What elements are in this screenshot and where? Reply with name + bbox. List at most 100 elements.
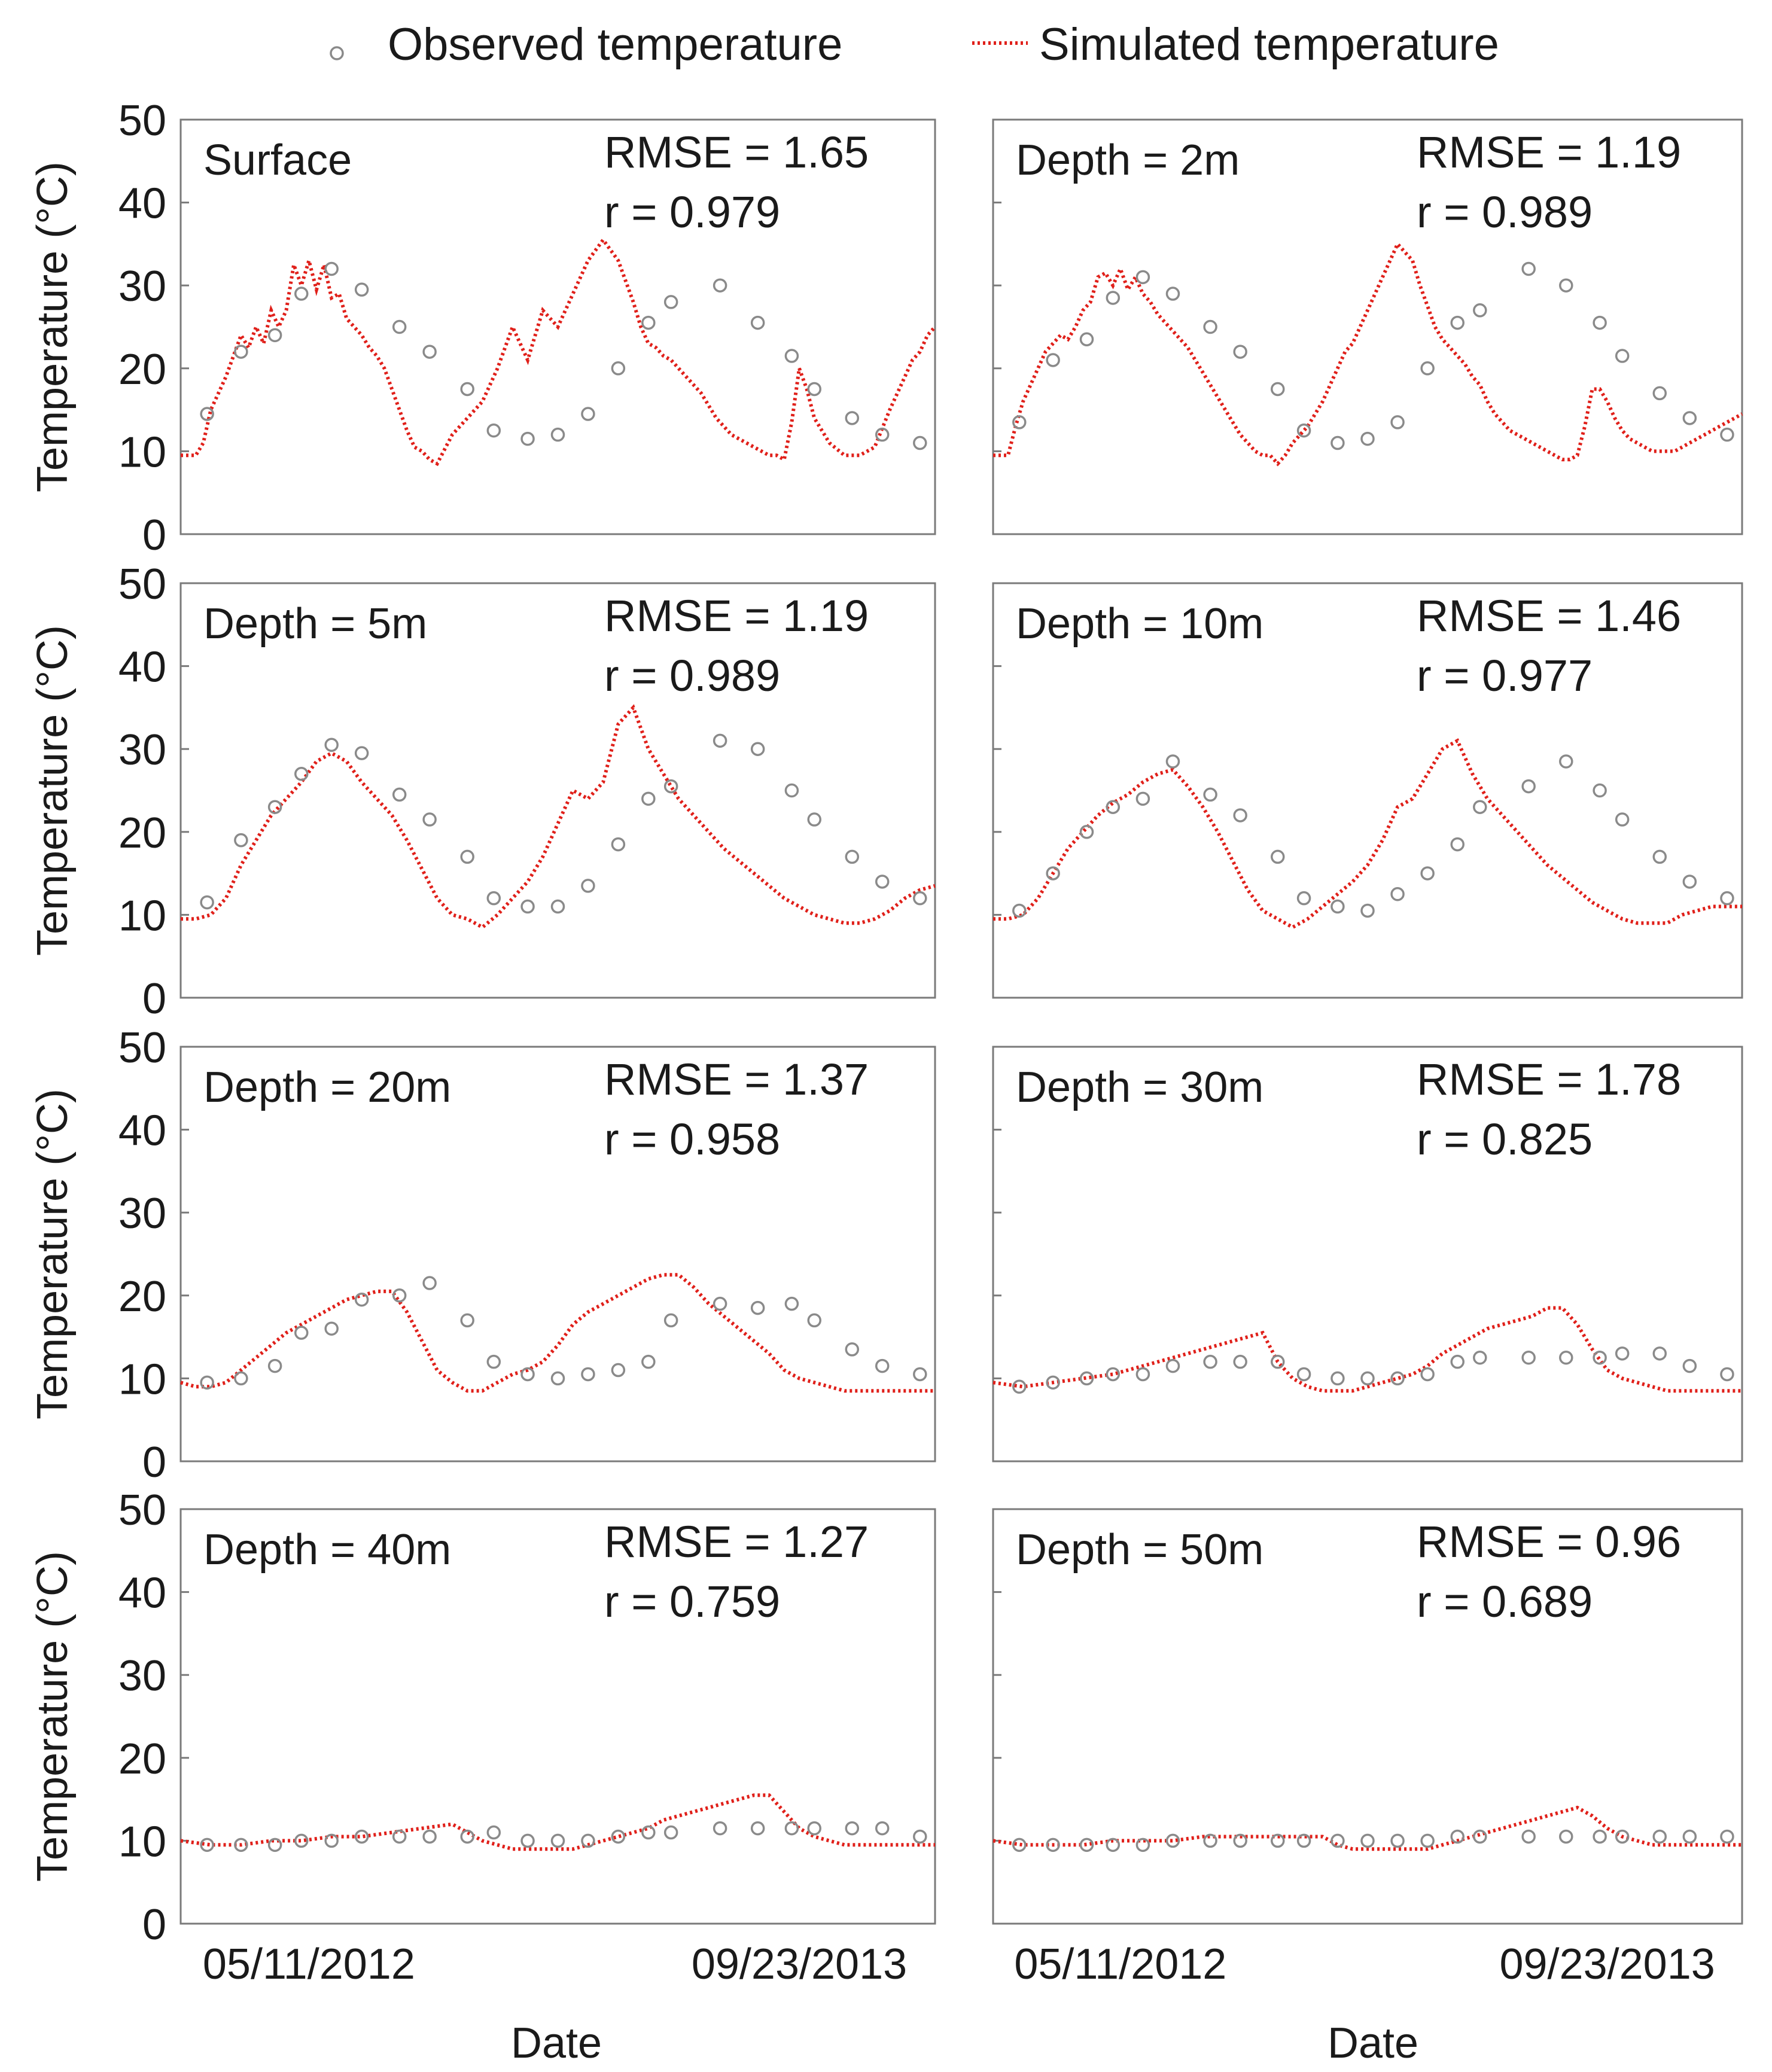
observed-point — [1390, 415, 1405, 429]
observed-point — [1106, 1367, 1121, 1382]
observed-point — [354, 1292, 369, 1307]
observed-point — [1390, 1833, 1405, 1848]
observed-point — [486, 1354, 501, 1369]
observed-point — [486, 1825, 501, 1840]
observed-point — [713, 1296, 727, 1311]
observed-point — [1390, 1371, 1405, 1386]
observed-point — [1046, 1838, 1060, 1852]
observed-point — [1165, 1358, 1180, 1373]
observed-point — [611, 1363, 626, 1378]
observed-point — [1012, 903, 1027, 918]
rmse-label: RMSE = 1.37 — [604, 1055, 869, 1104]
observed-point — [324, 261, 339, 276]
observed-point — [713, 278, 727, 292]
observed-point — [1012, 1379, 1027, 1394]
panel-3: 0 10 20 30 40 50 Temperature (°C) Depth = 5m RMS… — [29, 560, 936, 1023]
y-tick-label: 50 — [118, 97, 166, 145]
y-tick-label: 0 — [142, 1439, 166, 1486]
observed-point — [1296, 423, 1311, 438]
plot-frame — [179, 582, 936, 999]
observed-point — [1420, 1367, 1435, 1382]
plot-frame — [992, 1508, 1743, 1925]
y-tick-label: 10 — [118, 1818, 166, 1866]
observed-point — [784, 1821, 799, 1836]
observed-point — [1271, 849, 1285, 864]
observed-point — [1682, 1358, 1697, 1373]
y-tick-label: 40 — [118, 1570, 166, 1617]
observed-point — [520, 431, 535, 446]
y-axis-title: Temperature (°C) — [29, 1089, 77, 1419]
y-axis-title: Temperature (°C) — [29, 625, 77, 956]
panel-title: Depth = 20m — [203, 1064, 451, 1111]
observed-point — [1233, 808, 1247, 822]
observed-point — [1271, 382, 1285, 397]
observed-point — [1165, 1833, 1180, 1848]
y-tick-label: 40 — [118, 644, 166, 691]
observed-point — [1615, 1346, 1630, 1361]
observed-point — [1521, 1829, 1536, 1844]
observed-point — [663, 295, 678, 309]
observed-point — [807, 1821, 821, 1836]
observed-point — [641, 315, 656, 330]
simulated-series-line — [181, 236, 937, 467]
observed-point — [845, 1821, 860, 1836]
observed-point — [1473, 800, 1487, 814]
observed-point — [1233, 1833, 1247, 1848]
observed-point — [611, 1829, 626, 1844]
observed-point — [294, 287, 309, 301]
observed-point — [1012, 1838, 1027, 1852]
observed-point — [1203, 787, 1217, 802]
observed-point — [663, 779, 678, 794]
panel-title: Depth = 50m — [1016, 1526, 1263, 1574]
rmse-label: RMSE = 1.78 — [1417, 1055, 1681, 1104]
observed-point — [1682, 874, 1697, 889]
panel-5: 0 10 20 30 40 50 Temperature (°C) Depth = 20m RM… — [29, 1024, 936, 1486]
observed-point — [1330, 1833, 1345, 1848]
observed-point — [1450, 1829, 1465, 1844]
observed-point — [1106, 1838, 1121, 1852]
y-tick-label: 0 — [142, 511, 166, 559]
observed-point — [1079, 1371, 1094, 1386]
observed-point — [1450, 837, 1465, 852]
observed-point — [1046, 866, 1060, 880]
observed-point — [1615, 349, 1630, 363]
observed-point — [750, 1300, 765, 1315]
observed-point — [422, 1829, 437, 1844]
observed-point — [550, 427, 565, 442]
panel-title: Depth = 5m — [203, 600, 427, 648]
observed-point — [611, 837, 626, 852]
observed-point — [581, 1367, 595, 1382]
rmse-label: RMSE = 1.46 — [1417, 591, 1681, 641]
observed-point — [1135, 1367, 1150, 1382]
y-tick-label: 30 — [118, 726, 166, 774]
observed-point — [1521, 261, 1536, 276]
simulated-series-line — [992, 1805, 1742, 1851]
observed-point — [807, 1313, 821, 1328]
observed-point — [1012, 415, 1027, 429]
r-label: r = 0.979 — [604, 187, 780, 237]
observed-point — [713, 1821, 727, 1836]
observed-point — [913, 1367, 927, 1382]
observed-point — [486, 891, 501, 906]
legend-observed-marker — [330, 46, 344, 60]
legend: Observed temperature Simulated temperatu… — [330, 19, 1499, 70]
observed-point — [1079, 332, 1094, 347]
observed-point — [1106, 800, 1121, 814]
observed-point — [1330, 1371, 1345, 1386]
observed-point — [200, 895, 214, 910]
observed-point — [1296, 1833, 1311, 1848]
panel-grid: 0 10 20 30 40 50 Temperature (°C) Surface RMSE =… — [29, 97, 1743, 1988]
y-tick-label: 10 — [118, 892, 166, 940]
observed-point — [354, 282, 369, 297]
observed-point — [1330, 435, 1345, 450]
observed-point — [1521, 779, 1536, 794]
observed-point — [1615, 812, 1630, 827]
plot-frame — [992, 118, 1743, 535]
observed-point — [460, 382, 474, 397]
r-label: r = 0.825 — [1417, 1114, 1593, 1164]
observed-point — [200, 1375, 214, 1390]
observed-point — [641, 1825, 656, 1840]
observed-point — [234, 833, 248, 848]
observed-point — [875, 874, 890, 889]
